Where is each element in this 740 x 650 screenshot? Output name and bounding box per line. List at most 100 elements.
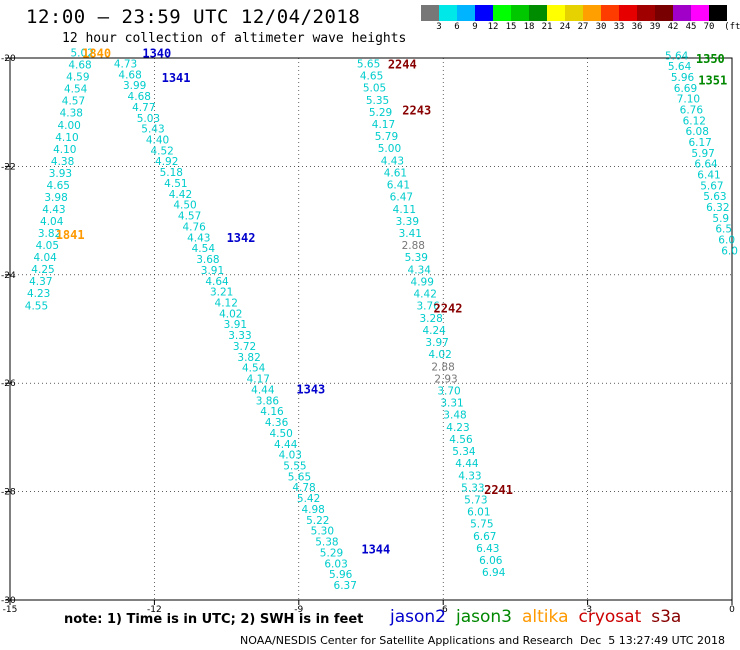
- swh-value: 3.86: [256, 395, 280, 407]
- swh-value: 6.41: [387, 180, 410, 192]
- swh-value: 3.33: [228, 330, 251, 342]
- swh-value: 4.50: [269, 428, 292, 440]
- swh-value: 4.17: [372, 119, 395, 131]
- note-text: note: 1) Time is in UTC; 2) SWH is in fe…: [64, 612, 364, 627]
- swh-value: 6.08: [686, 126, 709, 138]
- swh-value: 4.23: [446, 422, 469, 434]
- scale-label: 6: [454, 22, 460, 32]
- swh-value: 6.01: [467, 507, 490, 519]
- swh-value: 4.42: [169, 189, 192, 201]
- scale-label: 9: [472, 22, 478, 32]
- scale-swatch: [457, 5, 475, 21]
- swh-value: 4.52: [150, 145, 173, 157]
- track-jason3: 5.645.645.966.697.106.766.126.086.175.97…: [665, 50, 738, 257]
- swh-value: 4.24: [422, 325, 446, 337]
- swh-value: 5.55: [283, 461, 306, 473]
- swh-value: 5.38: [315, 537, 338, 549]
- swh-value: 3.72: [233, 341, 256, 353]
- swh-value: 6.06: [479, 555, 503, 567]
- swh-value: 4.99: [411, 276, 434, 288]
- time-label: 1840: [82, 47, 111, 61]
- swh-value: 2.88: [402, 240, 425, 252]
- scale-label: 33: [613, 22, 625, 32]
- swh-value: 4.12: [215, 297, 238, 309]
- swh-value: 4.54: [192, 243, 216, 255]
- time-label: 1351: [698, 74, 727, 88]
- footer-credit: NOAA/NESDIS Center for Satellite Applica…: [240, 634, 574, 647]
- swh-value: 7.10: [677, 94, 700, 106]
- swh-value: 5.75: [470, 519, 493, 531]
- swh-value: 6.69: [674, 83, 697, 95]
- swh-value: 4.40: [146, 134, 169, 146]
- scale-label: 70: [703, 22, 715, 32]
- color-scale-bar: [421, 5, 727, 21]
- scale-swatch: [601, 5, 619, 21]
- swh-value: 5.64: [665, 50, 689, 62]
- swh-value: 4.34: [408, 264, 432, 276]
- swh-value: 5.65: [357, 58, 380, 70]
- scale-swatch: [691, 5, 709, 21]
- time-label: 2242: [434, 301, 463, 315]
- track-jason2: 4.734.683.994.684.775.035.434.404.524.92…: [114, 47, 390, 592]
- track-altika: 5.024.684.594.544.574.384.004.104.104.38…: [25, 47, 111, 313]
- page-subtitle: 12 hour collection of altimeter wave hei…: [62, 31, 407, 46]
- swh-value: 3.93: [49, 168, 72, 180]
- swh-value: 4.73: [114, 58, 137, 70]
- swh-value: 4.36: [265, 417, 289, 429]
- map-border: [9, 57, 733, 601]
- swh-value: 3.28: [419, 313, 442, 325]
- lon-tick-label: -9: [294, 605, 303, 615]
- swh-value: 5.03: [137, 113, 160, 125]
- lon-tick-label: -12: [147, 605, 162, 615]
- swh-value: 4.17: [247, 374, 270, 386]
- swh-value: 4.44: [274, 439, 298, 451]
- scale-label: 15: [505, 22, 517, 32]
- swh-value: 5.34: [452, 446, 476, 458]
- scale-label: 39: [649, 22, 661, 32]
- swh-value: 3.98: [44, 192, 67, 204]
- lon-tick-label: -3: [583, 605, 592, 615]
- swh-value: 4.68: [128, 91, 151, 103]
- lon-tick-label: -6: [439, 605, 448, 615]
- swh-value: 6.64: [694, 159, 718, 171]
- swh-value: 4.38: [60, 108, 83, 120]
- swh-value: 4.65: [47, 180, 70, 192]
- legend-cryosat: cryosat: [578, 607, 642, 627]
- scale-swatch: [511, 5, 529, 21]
- swh-value: 6.76: [680, 104, 704, 116]
- legend-s3a: s3a: [651, 607, 682, 627]
- swh-value: 5.02: [71, 48, 94, 60]
- swh-value: 2.88: [431, 361, 454, 373]
- swh-value: 5.9: [712, 213, 729, 225]
- time-label: 1340: [142, 47, 171, 61]
- swh-value: 4.54: [64, 84, 88, 96]
- lat-tick-label: -22: [1, 162, 16, 172]
- scale-label: 24: [559, 22, 571, 32]
- scale-swatch: [709, 5, 727, 21]
- swh-value: 5.42: [297, 493, 320, 505]
- swh-value: 4.57: [178, 211, 201, 223]
- swh-value: 4.57: [62, 96, 85, 108]
- time-label: 1343: [296, 383, 325, 397]
- swh-value: 3.70: [437, 385, 460, 397]
- scale-swatch: [619, 5, 637, 21]
- satellite-legend: jason2 jason3 altika cryosat s3a: [390, 607, 691, 627]
- swh-value: 4.76: [182, 221, 206, 233]
- swh-value: 4.42: [414, 289, 437, 301]
- swh-value: 5.22: [306, 515, 329, 527]
- lon-tick-label: -15: [3, 605, 18, 615]
- time-label: 2241: [484, 483, 513, 497]
- time-label: 2244: [388, 57, 417, 71]
- swh-value: 6.41: [697, 170, 720, 182]
- swh-value: 4.04: [40, 216, 64, 228]
- swh-value: 4.44: [455, 458, 479, 470]
- swh-value: 4.25: [31, 264, 54, 276]
- time-label: 1341: [162, 71, 191, 85]
- swh-value: 6.43: [476, 543, 499, 555]
- swh-value: 3.82: [38, 228, 61, 240]
- scale-label: 45: [685, 22, 697, 32]
- legend-jason3: jason3: [456, 607, 512, 627]
- swh-value: 4.16: [260, 406, 284, 418]
- swh-value: 4.03: [279, 450, 302, 462]
- swh-value: 5.29: [369, 107, 392, 119]
